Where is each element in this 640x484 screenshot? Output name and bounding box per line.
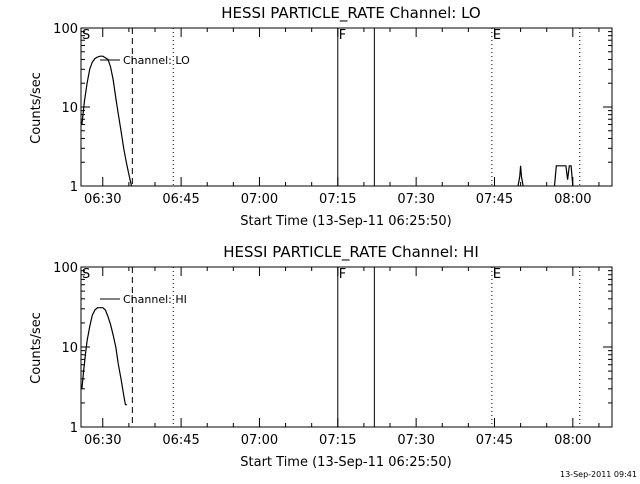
y-tick-label: 10 (61, 341, 78, 356)
chart-title-lo: HESSI PARTICLE_RATE Channel: LO (221, 4, 480, 23)
x-tick-label: 06:45 (162, 433, 199, 448)
x-tick-label: 07:45 (476, 192, 513, 207)
x-ticks-hi: 06:30 06:45 07:00 07:15 07:30 07:45 08:00 (84, 267, 600, 448)
y-ticks-lo: 1 10 100 (53, 22, 612, 195)
marker-label-f: F (339, 28, 346, 43)
y-tick-label: 1 (70, 421, 78, 436)
y-tick-label: 1 (70, 180, 78, 195)
marker-label-s: S (82, 267, 90, 282)
y-tick-label: 10 (61, 101, 78, 116)
series-line-hi (81, 307, 128, 406)
series-line-lo (553, 165, 574, 187)
x-tick-label: 08:00 (554, 192, 591, 207)
chart-panel-hi: HESSI PARTICLE_RATE Channel: HI Counts/s… (29, 243, 613, 470)
x-tick-label: 07:00 (241, 433, 278, 448)
y-ticks-hi: 1 10 100 (53, 261, 612, 436)
series-lines-hi (81, 307, 128, 406)
legend-label-lo: Channel: LO (123, 54, 190, 67)
plot-frame-hi (80, 266, 613, 428)
plot-frame-lo (80, 27, 613, 187)
y-tick-label: 100 (53, 22, 78, 37)
marker-label-e: E (493, 267, 501, 282)
creation-timestamp: 13-Sep-2011 09:41 (560, 470, 637, 479)
x-tick-label: 07:45 (476, 433, 513, 448)
x-tick-label: 08:00 (554, 433, 591, 448)
series-line-lo (81, 55, 133, 187)
series-line-lo (517, 165, 524, 187)
series-lines-lo (81, 55, 574, 187)
x-tick-label: 07:00 (241, 192, 278, 207)
legend-label-hi: Channel: HI (123, 293, 187, 306)
y-axis-label-hi: Counts/sec (29, 312, 44, 384)
legend-hi: Channel: HI (100, 293, 187, 306)
x-tick-label: 06:30 (84, 192, 121, 207)
legend-lo: Channel: LO (100, 54, 190, 67)
x-tick-label: 07:15 (319, 433, 356, 448)
marker-label-s: S (82, 28, 90, 43)
marker-label-f: F (339, 267, 346, 282)
y-axis-label-lo: Counts/sec (29, 72, 44, 144)
x-axis-label-hi: Start Time (13-Sep-11 06:25:50) (240, 455, 451, 470)
x-tick-label: 07:30 (397, 433, 434, 448)
x-tick-label: 07:15 (319, 192, 356, 207)
marker-label-e: E (493, 28, 501, 43)
x-tick-label: 07:30 (397, 192, 434, 207)
x-tick-label: 06:30 (84, 433, 121, 448)
x-tick-label: 06:45 (162, 192, 199, 207)
y-tick-label: 100 (53, 261, 78, 276)
chart-title-hi: HESSI PARTICLE_RATE Channel: HI (223, 243, 479, 262)
chart-panel-lo: HESSI PARTICLE_RATE Channel: LO Counts/s… (29, 4, 613, 229)
x-axis-label-lo: Start Time (13-Sep-11 06:25:50) (240, 214, 451, 229)
